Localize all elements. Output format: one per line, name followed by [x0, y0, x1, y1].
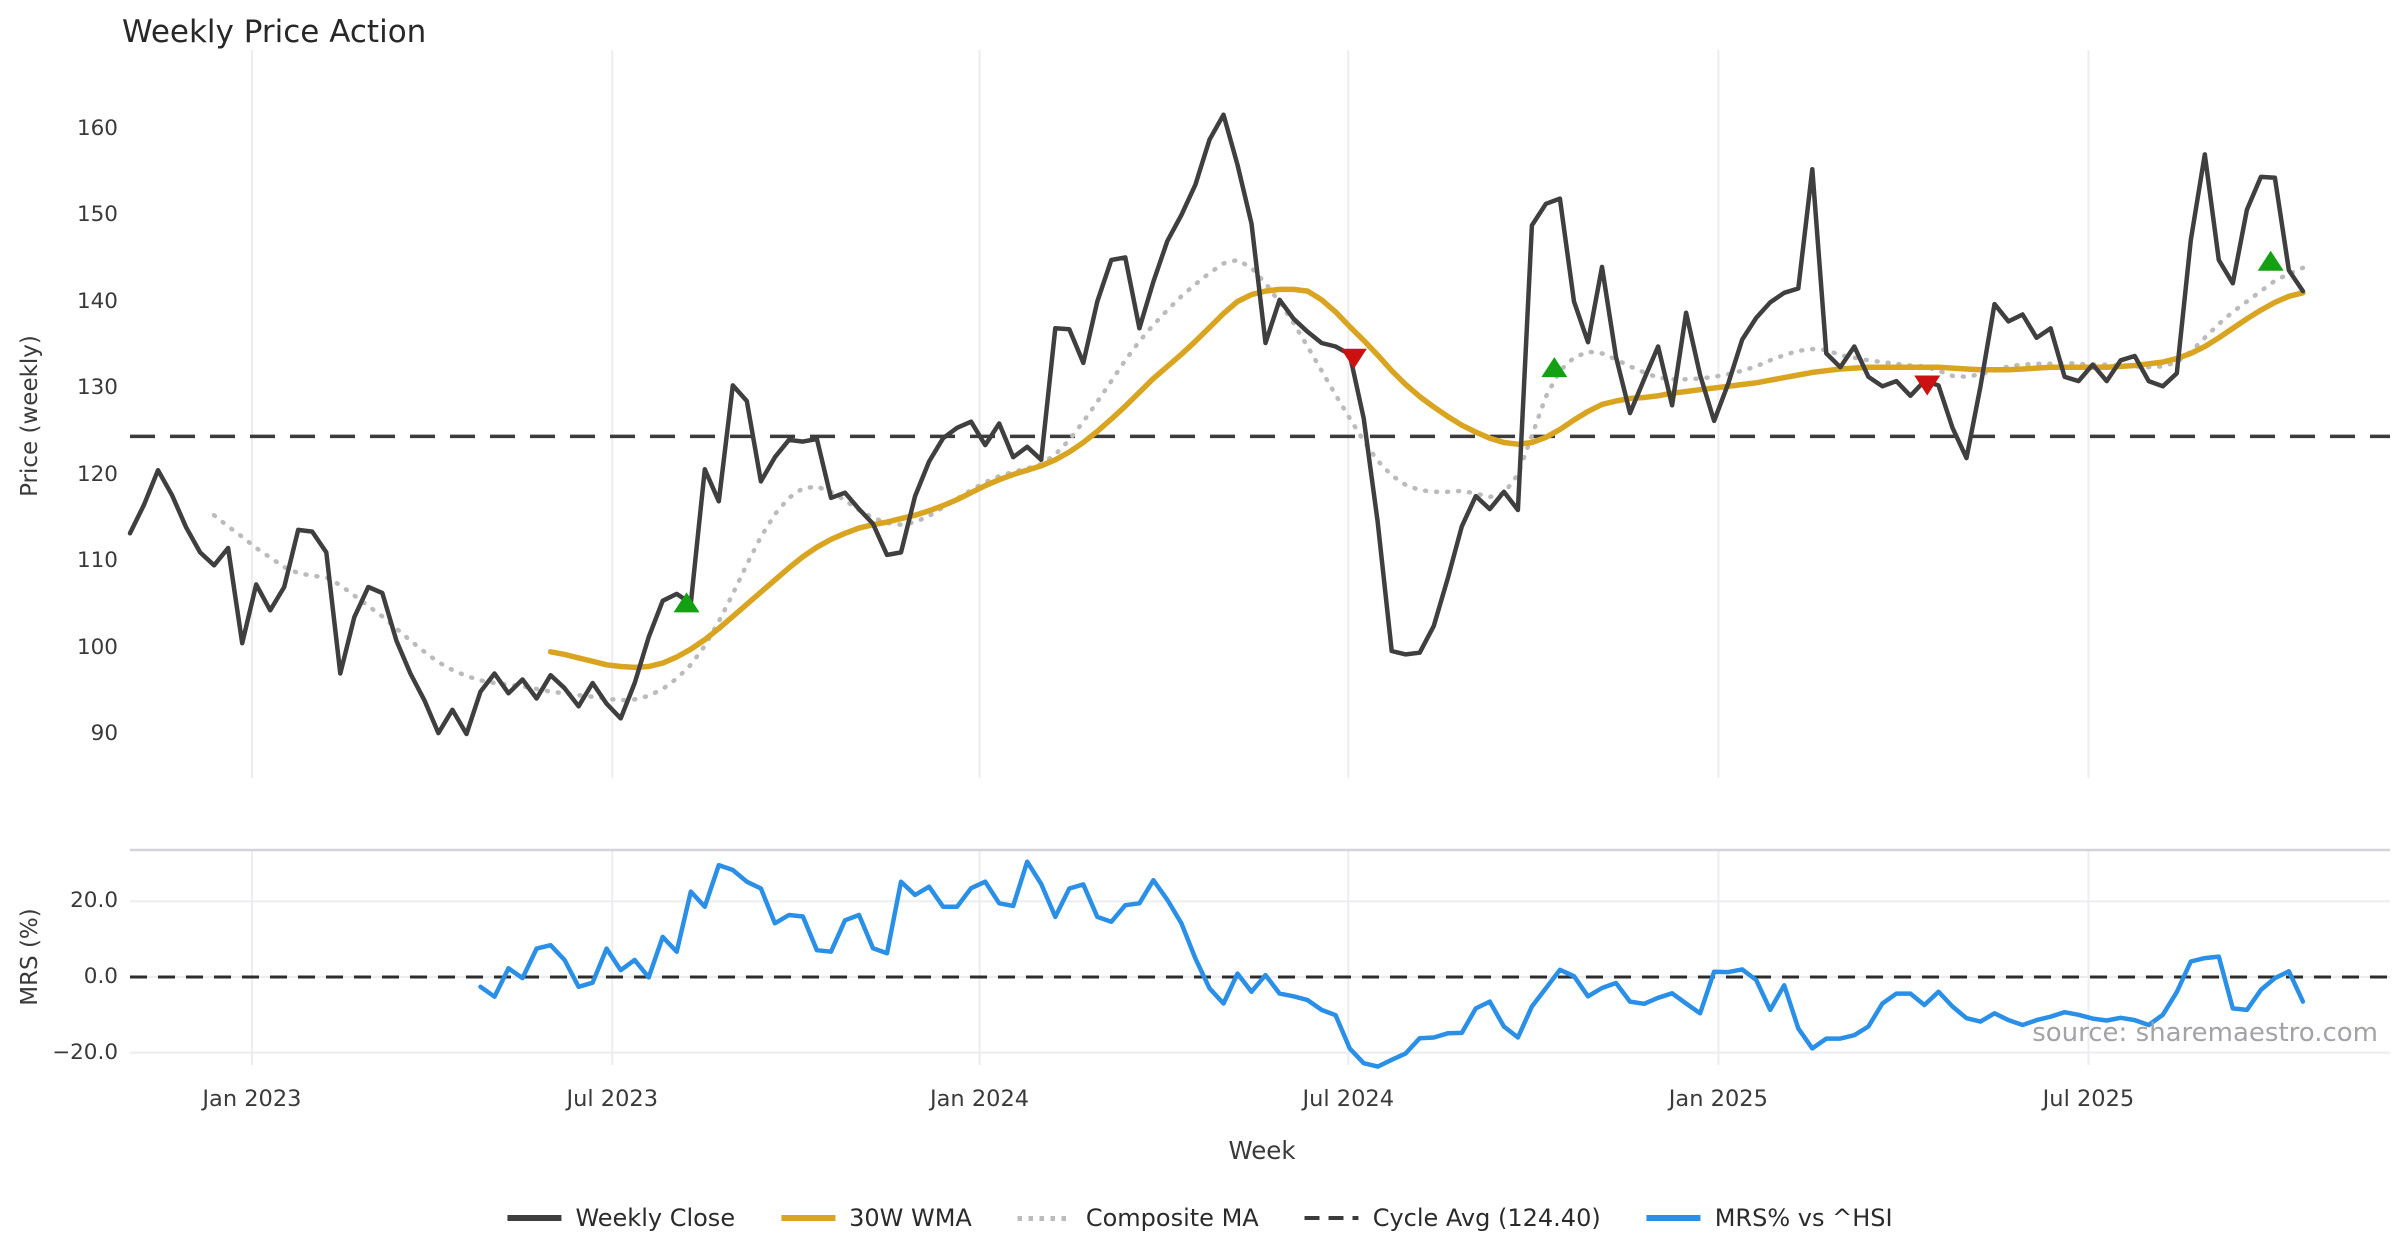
legend-label-cycle-avg: Cycle Avg (124.40)	[1372, 1204, 1601, 1232]
buy-signal-marker	[673, 592, 700, 613]
price-tick-label: 150	[76, 202, 118, 227]
weekly-close-line	[127, 112, 2306, 737]
sell-signal-marker	[1914, 375, 1941, 396]
legend-item-cycle-avg: Cycle Avg (124.40)	[1304, 1204, 1601, 1232]
sell-signal-marker	[1340, 348, 1367, 369]
x-tick-label: Jan 2023	[202, 1086, 302, 1112]
price-tick-labels: 160 150 140 130 120 110 100 90	[0, 0, 118, 1260]
chart-title: Weekly Price Action	[122, 14, 427, 50]
mrs-tick-label: 0.0	[83, 964, 118, 989]
mrs-tick-label: 20.0	[70, 888, 118, 914]
price-tick-label: 110	[76, 548, 118, 573]
x-tick-label: Jul 2023	[566, 1086, 659, 1112]
legend-label-composite-ma: Composite MA	[1085, 1204, 1259, 1232]
legend-item-composite-ma: Composite MA	[1017, 1204, 1259, 1232]
legend-item-mrs: MRS% vs ^HSI	[1646, 1204, 1893, 1232]
legend: Weekly Close 30W WMA Composite MA Cycle …	[507, 1204, 1893, 1232]
legend-label-mrs: MRS% vs ^HSI	[1714, 1204, 1893, 1232]
buy-signal-marker	[1541, 357, 1568, 378]
price-tick-label: 130	[76, 375, 118, 400]
legend-label-weekly-close: Weekly Close	[575, 1204, 736, 1232]
x-tick-label: Jul 2025	[2042, 1086, 2135, 1112]
legend-label-30w-wma: 30W WMA	[849, 1204, 972, 1232]
x-axis-title: Week	[1228, 1136, 1296, 1165]
mrs-tick-label: −20.0	[52, 1039, 118, 1065]
legend-item-weekly-close: Weekly Close	[507, 1204, 735, 1232]
x-tick-label: Jul 2024	[1302, 1086, 1395, 1112]
source-watermark: source: sharemaestro.com	[2032, 1018, 2378, 1048]
buy-signal-marker	[2257, 250, 2284, 271]
wma-30w-line	[547, 286, 2306, 671]
x-tick-labels: Jan 2023 Jul 2023 Jan 2024 Jul 2024 Jan 2025…	[0, 1086, 2400, 1116]
price-tick-label: 90	[90, 721, 118, 746]
legend-swatch-cycle-avg	[1304, 1216, 1359, 1220]
legend-swatch-weekly-close	[507, 1215, 562, 1221]
mrs-tick-labels: 20.0 0.0 −20.0	[0, 0, 118, 1260]
price-tick-label: 120	[76, 461, 118, 487]
x-tick-label: Jan 2025	[1668, 1086, 1768, 1112]
composite-ma-line	[211, 257, 2306, 703]
legend-swatch-30w-wma	[781, 1215, 836, 1221]
legend-swatch-composite-ma	[1017, 1215, 1072, 1221]
x-tick-label: Jan 2024	[929, 1086, 1030, 1112]
legend-swatch-mrs	[1646, 1215, 1701, 1221]
price-tick-label: 140	[76, 288, 118, 314]
mrs-line	[478, 859, 2306, 1069]
price-tick-label: 100	[76, 634, 118, 660]
legend-item-30w-wma: 30W WMA	[781, 1204, 972, 1232]
price-tick-label: 160	[76, 115, 118, 141]
